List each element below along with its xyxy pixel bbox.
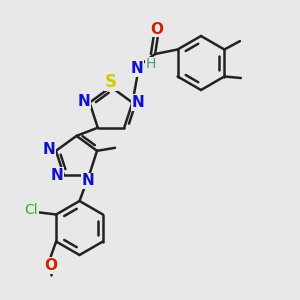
Text: N: N [51, 168, 64, 183]
Text: H: H [146, 58, 156, 71]
Text: N: N [81, 173, 94, 188]
Text: N: N [77, 94, 90, 109]
Text: O: O [150, 22, 163, 37]
Text: Cl: Cl [24, 203, 38, 217]
Text: S: S [105, 73, 117, 91]
Text: N: N [43, 142, 56, 157]
Text: N: N [131, 95, 144, 110]
Text: N: N [131, 61, 143, 76]
Text: O: O [44, 258, 58, 273]
